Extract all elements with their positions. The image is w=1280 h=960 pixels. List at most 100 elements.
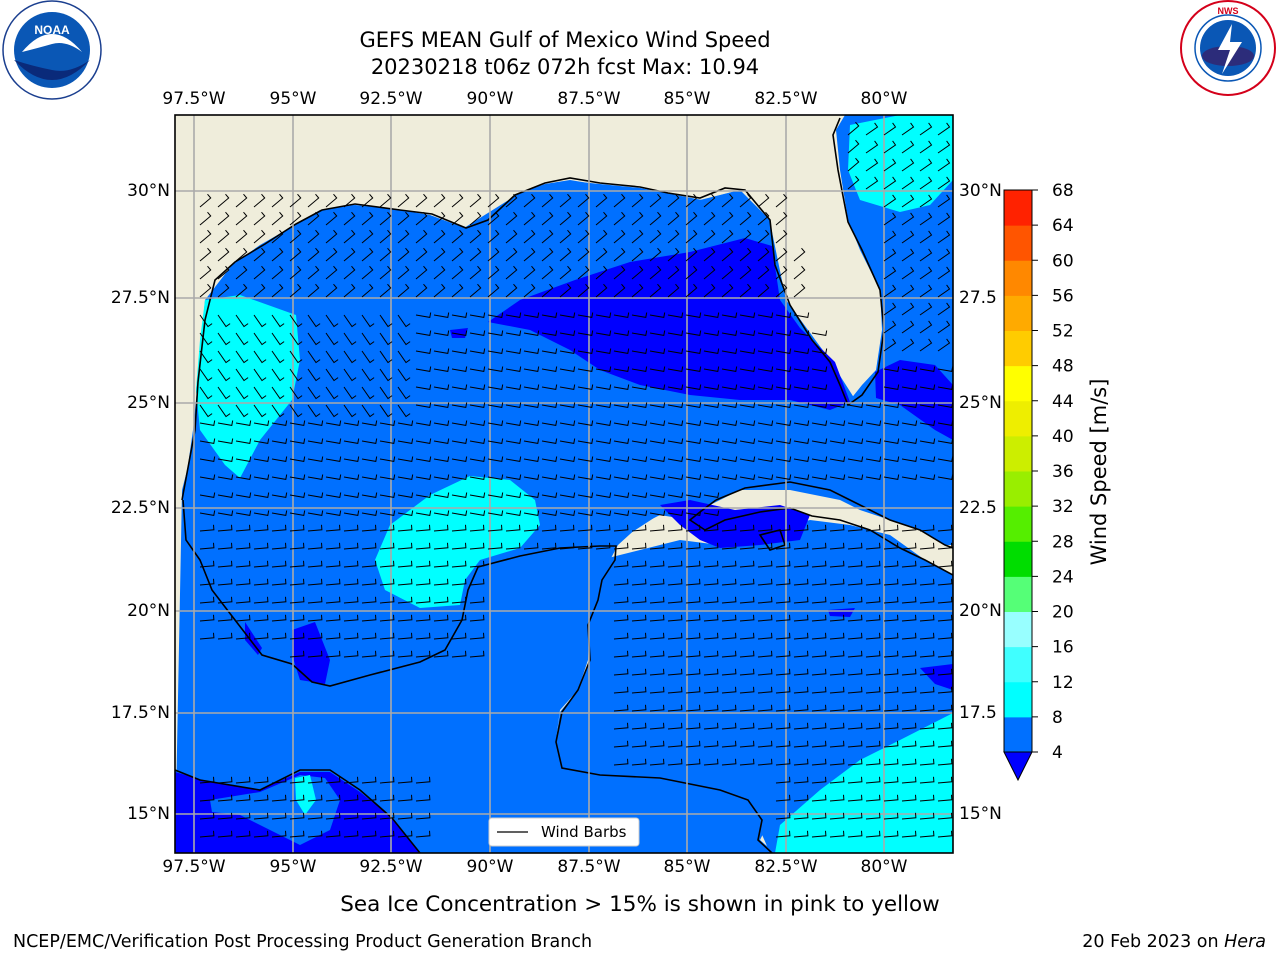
wind-barb — [739, 456, 756, 462]
wind-barb — [253, 438, 270, 444]
wind-barb — [415, 456, 432, 462]
wind-barb — [631, 247, 644, 262]
wind-barb — [343, 193, 356, 208]
wind-barb — [199, 314, 213, 328]
wind-barb — [523, 265, 536, 280]
colorbar-segment — [1004, 471, 1032, 507]
wind-barb — [469, 247, 482, 262]
wind-barb — [865, 632, 881, 640]
wind-barb — [721, 596, 737, 604]
wind-barb — [667, 193, 680, 208]
wind-barb — [523, 542, 539, 550]
wind-barb — [469, 438, 486, 444]
wind-barb — [217, 510, 234, 516]
wind-barb — [703, 510, 720, 516]
wind-barb — [307, 283, 320, 298]
wind-barb — [469, 510, 486, 516]
wind-barb — [415, 830, 431, 838]
wind-barb — [883, 230, 897, 244]
wind-barb — [919, 212, 933, 226]
wind-barb — [253, 524, 269, 532]
wind-barb — [883, 632, 899, 640]
wind-barb — [847, 420, 864, 426]
wind-barb — [739, 740, 755, 748]
wind-barb — [199, 438, 216, 444]
wind-barb — [199, 830, 215, 838]
wind-barb — [199, 596, 215, 604]
wind-barb — [631, 420, 648, 426]
wind-barb — [253, 830, 269, 838]
wind-barb — [793, 776, 809, 784]
wind-barb — [901, 230, 915, 244]
wind-barb — [721, 438, 738, 444]
wind-barb — [703, 283, 716, 298]
wind-barb — [613, 542, 629, 550]
colorbar-tick-label: 36 — [1052, 462, 1074, 482]
wind-barb — [433, 438, 450, 444]
wind-barb — [217, 492, 234, 498]
wind-barb — [289, 812, 305, 820]
wind-barb — [811, 668, 827, 676]
wind-barb — [271, 404, 285, 418]
wind-barb — [379, 420, 396, 426]
wind-barb — [919, 722, 935, 730]
wind-barb — [919, 524, 935, 532]
wind-barb — [307, 596, 323, 604]
wind-barb — [451, 632, 467, 640]
lat-tick-left: 20°N — [127, 601, 170, 621]
wind-barb — [937, 794, 953, 802]
wind-barb — [379, 314, 393, 328]
wind-barb — [631, 704, 647, 712]
wind-barb — [235, 524, 251, 532]
wind-barb — [883, 438, 900, 444]
wind-barb — [343, 350, 357, 364]
wind-barb — [685, 686, 701, 694]
wind-barb — [613, 211, 626, 226]
wind-barb — [325, 650, 341, 658]
wind-barb — [271, 283, 284, 298]
wind-barb — [775, 578, 791, 586]
wind-barb — [739, 704, 755, 712]
wind-barb — [325, 368, 339, 382]
wind-barb — [667, 560, 683, 568]
wind-barb — [775, 812, 791, 820]
wind-barb — [739, 247, 752, 262]
wind-barb — [667, 330, 684, 336]
wind-barb — [775, 474, 792, 480]
wind-barb — [235, 632, 251, 640]
wind-barb — [793, 740, 809, 748]
wind-barb — [541, 492, 558, 498]
wind-barb — [667, 510, 684, 516]
wind-barb — [757, 384, 774, 390]
wind-barb — [631, 193, 644, 208]
wind-barb — [883, 794, 899, 802]
wind-barb — [397, 614, 413, 622]
wind-barb — [415, 265, 428, 280]
wind-barb — [847, 650, 863, 658]
wind-barb — [703, 596, 719, 604]
wind-barb — [595, 312, 612, 318]
legend-label: Wind Barbs — [541, 823, 627, 841]
wind-barb — [397, 211, 410, 226]
wind-barb — [919, 830, 935, 838]
wind-barb — [703, 384, 720, 390]
wind-barb — [793, 596, 809, 604]
wind-barb — [757, 524, 773, 532]
wind-barb — [577, 348, 594, 354]
wind-barb — [937, 614, 953, 622]
wind-barb — [883, 212, 897, 226]
wind-barb — [631, 632, 647, 640]
wind-barb — [451, 330, 468, 336]
wind-barb — [469, 474, 486, 480]
wind-barb — [613, 420, 630, 426]
wind-barb — [487, 312, 504, 318]
wind-barb — [739, 560, 755, 568]
wind-barb — [919, 248, 933, 262]
wind-barb — [649, 211, 662, 226]
wind-barb — [811, 474, 828, 480]
wind-barb — [649, 704, 665, 712]
wind-barb — [433, 384, 450, 390]
colorbar-tick-label: 20 — [1052, 603, 1074, 623]
wind-barb — [757, 402, 774, 408]
